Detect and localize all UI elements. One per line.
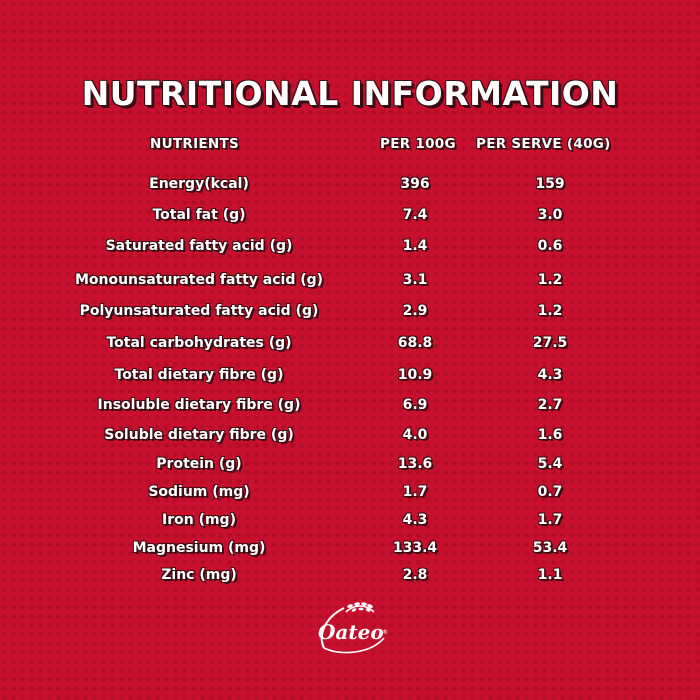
value-per-serve: 1.2 bbox=[537, 303, 563, 319]
nutrient-name: Monounsaturated fatty acid (g) bbox=[74, 272, 324, 288]
table-row: Energy(kcal) 396 159 bbox=[0, 176, 700, 200]
header-per-serve: PER SERVE (40G) bbox=[476, 136, 611, 152]
nutrient-name: Saturated fatty acid (g) bbox=[105, 238, 293, 254]
value-per-serve: 1.6 bbox=[537, 427, 563, 443]
table-row: Iron (mg) 4.3 1.7 bbox=[0, 512, 700, 536]
value-per-serve: 1.1 bbox=[537, 567, 563, 583]
value-per-100g: 2.8 bbox=[402, 567, 428, 583]
table-row: Soluble dietary fibre (g) 4.0 1.6 bbox=[0, 427, 700, 451]
value-per-serve: 159 bbox=[535, 176, 565, 192]
value-per-serve: 2.7 bbox=[537, 397, 563, 413]
value-per-serve: 0.7 bbox=[537, 484, 563, 500]
table-row: Insoluble dietary fibre (g) 6.9 2.7 bbox=[0, 397, 700, 421]
value-per-100g: 68.8 bbox=[397, 335, 433, 351]
table-row: Sodium (mg) 1.7 0.7 bbox=[0, 484, 700, 508]
nutrient-name: Energy(kcal) bbox=[149, 176, 249, 192]
nutrient-name: Soluble dietary fibre (g) bbox=[104, 427, 294, 443]
table-row: Magnesium (mg) 133.4 53.4 bbox=[0, 540, 700, 564]
nutrient-name: Sodium (mg) bbox=[148, 484, 250, 500]
nutrient-name: Total dietary fibre (g) bbox=[114, 367, 284, 383]
value-per-100g: 6.9 bbox=[402, 397, 428, 413]
nutrient-name: Total fat (g) bbox=[152, 207, 246, 223]
value-per-100g: 2.9 bbox=[402, 303, 428, 319]
value-per-100g: 3.1 bbox=[402, 272, 428, 288]
value-per-serve: 1.7 bbox=[537, 512, 563, 528]
value-per-100g: 133.4 bbox=[392, 540, 438, 556]
header-nutrients: NUTRIENTS bbox=[150, 136, 240, 152]
nutrient-name: Iron (mg) bbox=[162, 512, 236, 528]
brand-logo: ® Oateo bbox=[310, 598, 390, 658]
nutrient-name: Zinc (mg) bbox=[161, 567, 237, 583]
oat-sprig-icon: ® bbox=[320, 602, 388, 654]
value-per-100g: 1.4 bbox=[402, 238, 428, 254]
nutrient-name: Total carbohydrates (g) bbox=[106, 335, 292, 351]
value-per-100g: 13.6 bbox=[397, 456, 433, 472]
header-per-100g: PER 100G bbox=[380, 136, 456, 152]
value-per-100g: 1.7 bbox=[402, 484, 428, 500]
value-per-serve: 3.0 bbox=[537, 207, 563, 223]
page-title: NUTRITIONAL INFORMATION bbox=[81, 74, 619, 113]
value-per-100g: 10.9 bbox=[397, 367, 433, 383]
value-per-serve: 1.2 bbox=[537, 272, 563, 288]
value-per-100g: 7.4 bbox=[402, 207, 428, 223]
value-per-serve: 5.4 bbox=[537, 456, 563, 472]
svg-text:®: ® bbox=[382, 629, 388, 636]
table-row: Polyunsaturated fatty acid (g) 2.9 1.2 bbox=[0, 303, 700, 327]
value-per-serve: 53.4 bbox=[532, 540, 568, 556]
nutrient-name: Protein (g) bbox=[156, 456, 242, 472]
table-row: Protein (g) 13.6 5.4 bbox=[0, 456, 700, 480]
table-row: Monounsaturated fatty acid (g) 3.1 1.2 bbox=[0, 272, 700, 296]
value-per-100g: 4.3 bbox=[402, 512, 428, 528]
value-per-serve: 0.6 bbox=[537, 238, 563, 254]
table-row: Total carbohydrates (g) 68.8 27.5 bbox=[0, 335, 700, 359]
table-row: Zinc (mg) 2.8 1.1 bbox=[0, 567, 700, 591]
nutrient-name: Insoluble dietary fibre (g) bbox=[97, 397, 301, 413]
nutrient-name: Magnesium (mg) bbox=[132, 540, 266, 556]
table-row: Total fat (g) 7.4 3.0 bbox=[0, 207, 700, 231]
value-per-100g: 4.0 bbox=[402, 427, 428, 443]
value-per-serve: 27.5 bbox=[532, 335, 568, 351]
value-per-100g: 396 bbox=[400, 176, 430, 192]
value-per-serve: 4.3 bbox=[537, 367, 563, 383]
table-row: Saturated fatty acid (g) 1.4 0.6 bbox=[0, 238, 700, 262]
brand-logo-text: Oateo bbox=[318, 620, 384, 644]
nutrient-name: Polyunsaturated fatty acid (g) bbox=[79, 303, 319, 319]
table-row: Total dietary fibre (g) 10.9 4.3 bbox=[0, 367, 700, 391]
